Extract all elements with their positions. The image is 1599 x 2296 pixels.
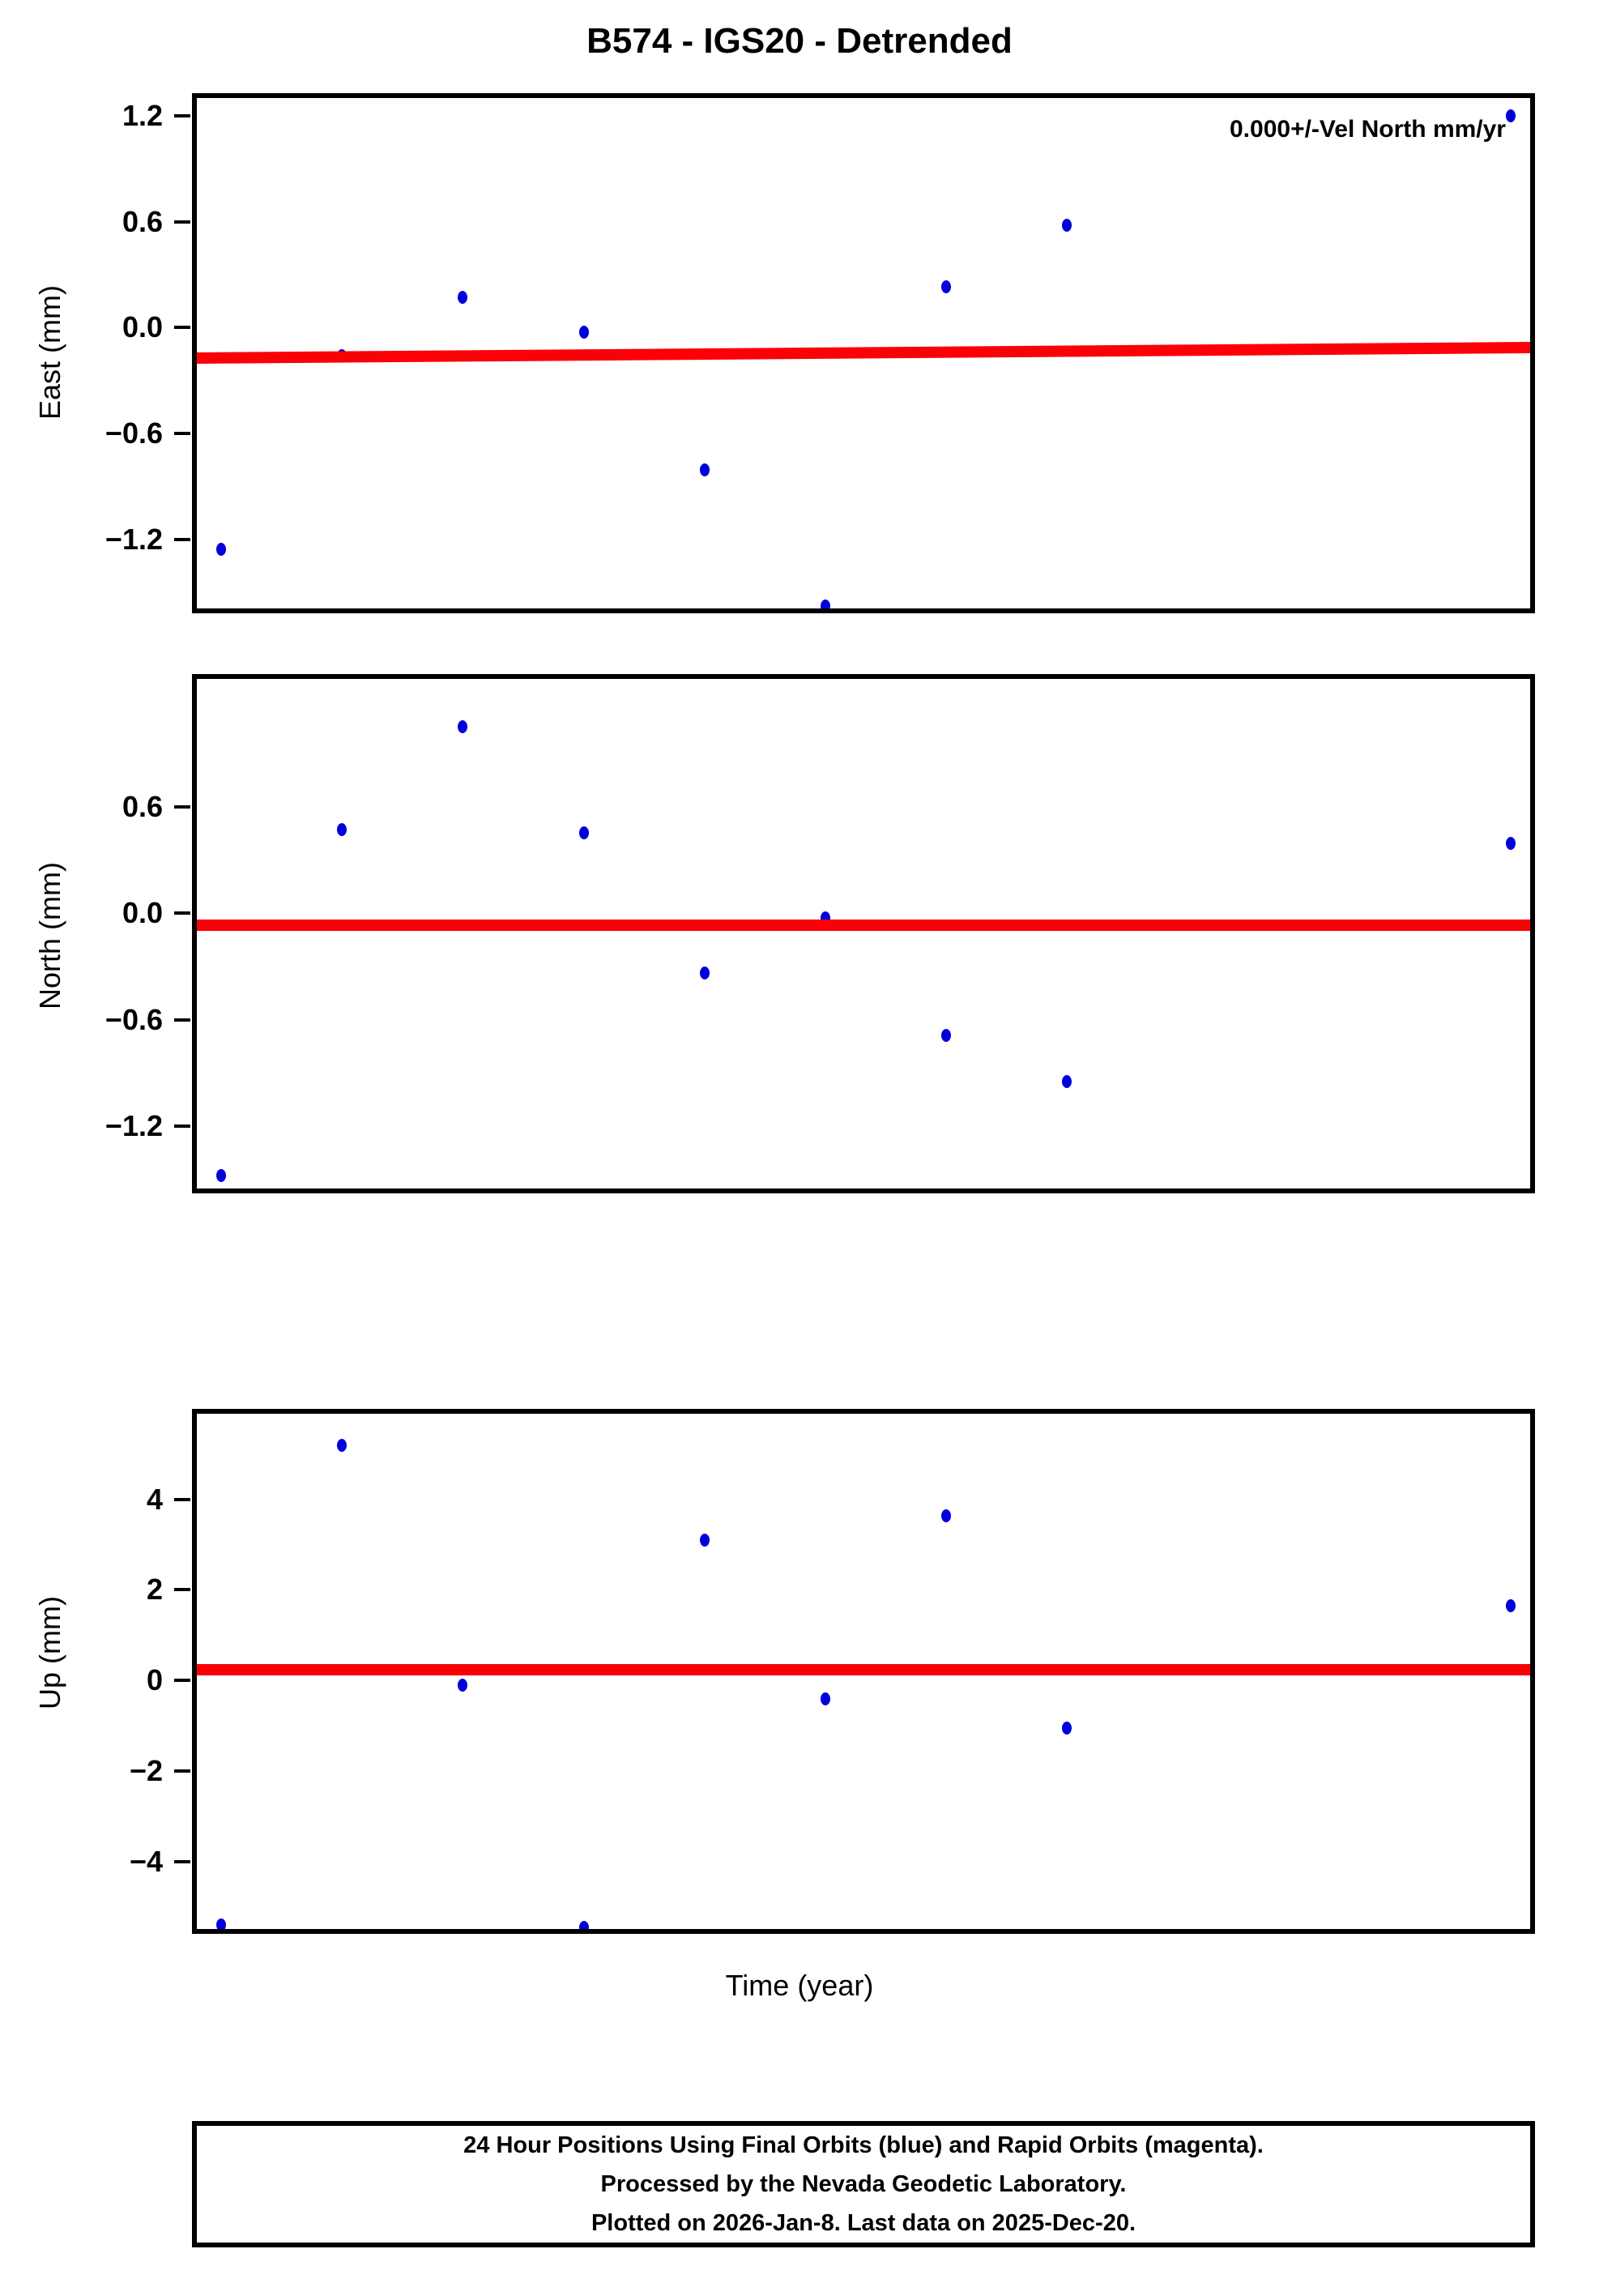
y-tick-mark <box>174 326 190 330</box>
caption-line-3: Plotted on 2026-Jan-8. Last data on 2025… <box>591 2210 1136 2236</box>
data-point <box>820 1692 830 1705</box>
caption-line-1: 24 Hour Positions Using Final Orbits (bl… <box>463 2132 1264 2158</box>
y-tick-mark <box>174 1679 190 1683</box>
data-point <box>1505 1599 1516 1613</box>
y-tick-label: −0.6 <box>104 416 163 450</box>
data-point <box>578 826 589 840</box>
y-tick-label: −4 <box>129 1844 163 1878</box>
y-tick-mark <box>174 1124 190 1128</box>
data-point <box>1062 218 1072 232</box>
y-tick-label: −1.2 <box>104 522 163 556</box>
data-point <box>820 599 830 608</box>
data-point <box>215 1918 226 1929</box>
y-tick-mark <box>174 911 190 915</box>
y-tick-mark <box>174 220 190 224</box>
y-axis-label-north: North (mm) <box>33 862 66 1009</box>
plot-area-north <box>197 679 1530 1189</box>
data-point <box>458 720 468 734</box>
y-tick-label: −2 <box>129 1753 163 1787</box>
data-point <box>458 290 468 304</box>
y-tick-label: 0.0 <box>122 896 163 930</box>
y-tick-mark <box>174 1497 190 1501</box>
y-tick-label: 0.6 <box>122 204 163 238</box>
plot-panel-east: 0.000+/-Vel North mm/yr <box>192 93 1535 613</box>
data-point <box>215 543 226 557</box>
y-tick-label: 0.0 <box>122 310 163 344</box>
y-tick-label: 0.6 <box>122 790 163 824</box>
caption-line-2: Processed by the Nevada Geodetic Laborat… <box>600 2171 1127 2197</box>
y-tick-label: −1.2 <box>104 1108 163 1142</box>
data-point <box>1505 837 1516 851</box>
y-tick-mark <box>174 537 190 541</box>
data-point <box>578 326 589 339</box>
velocity-annotation: 0.000+/-Vel North mm/yr <box>1230 116 1506 143</box>
data-point <box>578 1921 589 1929</box>
plot-area-east <box>197 98 1530 608</box>
plot-panel-north <box>192 674 1535 1193</box>
data-point <box>1062 1722 1072 1735</box>
y-tick-mark <box>174 1859 190 1863</box>
data-point <box>699 463 710 477</box>
y-tick-label: 2 <box>146 1573 163 1607</box>
caption-box: 24 Hour Positions Using Final Orbits (bl… <box>192 2121 1535 2247</box>
y-tick-label: −0.6 <box>104 1002 163 1036</box>
page-title: B574 - IGS20 - Detrended <box>586 21 1013 61</box>
y-tick-label: 1.2 <box>122 99 163 133</box>
data-point <box>1062 1074 1072 1088</box>
y-tick-mark <box>174 805 190 809</box>
y-tick-mark <box>174 1588 190 1592</box>
x-axis-label: Time (year) <box>725 1969 874 2002</box>
trend-line <box>197 920 1530 932</box>
trend-line <box>197 1663 1530 1675</box>
data-point <box>941 280 952 293</box>
data-point <box>337 1439 348 1453</box>
data-point <box>215 1168 226 1182</box>
data-point <box>941 1509 952 1522</box>
data-point <box>699 967 710 980</box>
y-tick-label: 4 <box>146 1482 163 1516</box>
plot-panel-up <box>192 1409 1535 1934</box>
y-axis-label-up: Up (mm) <box>33 1596 66 1709</box>
plot-area-up <box>197 1414 1530 1929</box>
data-point <box>699 1534 710 1547</box>
data-point <box>337 822 348 836</box>
data-point <box>458 1679 468 1692</box>
y-tick-mark <box>174 114 190 118</box>
y-tick-mark <box>174 1769 190 1773</box>
y-axis-label-east: East (mm) <box>33 285 66 420</box>
y-tick-label: 0 <box>146 1663 163 1697</box>
data-point <box>1505 109 1516 122</box>
trend-line <box>197 341 1530 364</box>
y-tick-mark <box>174 432 190 436</box>
y-tick-mark <box>174 1018 190 1022</box>
data-point <box>941 1028 952 1042</box>
